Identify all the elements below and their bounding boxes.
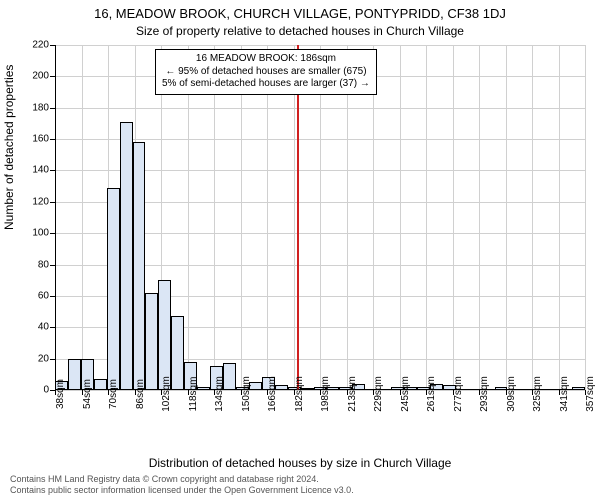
- annotation-line: ← 95% of detached houses are smaller (67…: [162, 66, 370, 79]
- x-tick-label: 309sqm: [506, 376, 517, 412]
- x-tick-label: 86sqm: [135, 379, 146, 409]
- x-tick-label: 245sqm: [400, 376, 411, 412]
- x-tick-label: 150sqm: [241, 376, 252, 412]
- bars-layer: [55, 45, 585, 390]
- y-tick-label: 40: [38, 322, 49, 333]
- y-tick-label: 180: [32, 102, 49, 113]
- x-tick-label: 198sqm: [320, 376, 331, 412]
- annotation-line: 16 MEADOW BROOK: 186sqm: [162, 53, 370, 66]
- y-tick-label: 140: [32, 165, 49, 176]
- x-tick-label: 229sqm: [373, 376, 384, 412]
- bar: [158, 280, 171, 390]
- x-tick-label: 102sqm: [161, 376, 172, 412]
- x-tick-label: 293sqm: [479, 376, 490, 412]
- y-tick-label: 120: [32, 196, 49, 207]
- bar: [133, 142, 146, 390]
- y-tick-label: 200: [32, 71, 49, 82]
- x-tick-label: 70sqm: [108, 379, 119, 409]
- y-tick-label: 80: [38, 259, 49, 270]
- reference-line: [297, 45, 299, 390]
- y-tick-label: 100: [32, 228, 49, 239]
- footer-line-2: Contains public sector information licen…: [10, 485, 590, 496]
- plot-area: 16 MEADOW BROOK: 186sqm← 95% of detached…: [55, 45, 585, 390]
- x-tick-label: 325sqm: [532, 376, 543, 412]
- x-axis-label: Distribution of detached houses by size …: [0, 456, 600, 470]
- bar: [145, 293, 158, 390]
- bar: [120, 122, 133, 390]
- x-tick-label: 118sqm: [188, 377, 199, 412]
- bar: [107, 188, 120, 390]
- y-tick-label: 20: [38, 353, 49, 364]
- x-tick-label: 277sqm: [453, 376, 464, 412]
- y-tick-label: 0: [43, 385, 49, 396]
- annotation-line: 5% of semi-detached houses are larger (3…: [162, 78, 370, 91]
- bar: [171, 316, 184, 390]
- x-tick-label: 54sqm: [82, 379, 93, 409]
- axis-line-y: [55, 45, 56, 390]
- annotation-box: 16 MEADOW BROOK: 186sqm← 95% of detached…: [155, 49, 377, 95]
- bar: [68, 359, 81, 390]
- x-tick-label: 357sqm: [585, 376, 596, 412]
- y-axis-label: Number of detached properties: [2, 65, 16, 230]
- chart-title-sub: Size of property relative to detached ho…: [0, 24, 600, 38]
- x-tick-label: 213sqm: [347, 376, 358, 412]
- x-tick-label: 261sqm: [426, 376, 437, 412]
- x-tick-label: 341sqm: [559, 376, 570, 412]
- x-tick-label: 166sqm: [267, 376, 278, 412]
- chart-container: 16, MEADOW BROOK, CHURCH VILLAGE, PONTYP…: [0, 0, 600, 500]
- footer: Contains HM Land Registry data © Crown c…: [10, 474, 590, 496]
- y-tick-label: 160: [32, 134, 49, 145]
- x-tick-label: 134sqm: [214, 376, 225, 412]
- chart-title-main: 16, MEADOW BROOK, CHURCH VILLAGE, PONTYP…: [0, 6, 600, 21]
- footer-line-1: Contains HM Land Registry data © Crown c…: [10, 474, 590, 485]
- x-tick-label: 182sqm: [294, 376, 305, 412]
- y-tick-label: 60: [38, 290, 49, 301]
- y-tick-label: 220: [32, 40, 49, 51]
- x-tick-label: 38sqm: [55, 379, 66, 409]
